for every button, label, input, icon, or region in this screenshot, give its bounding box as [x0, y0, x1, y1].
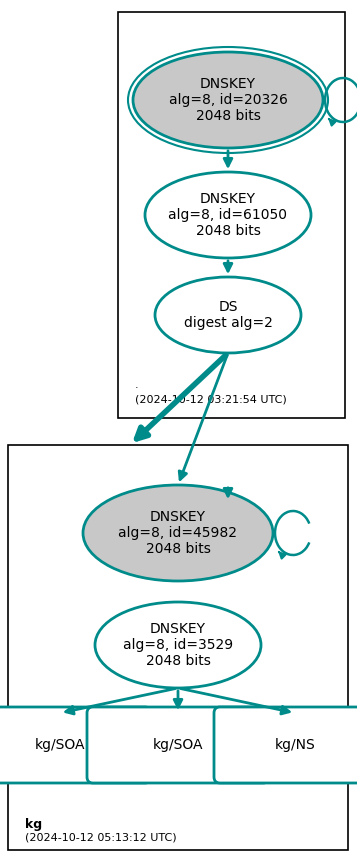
- Text: kg: kg: [25, 818, 42, 831]
- Ellipse shape: [155, 277, 301, 353]
- Text: (2024-10-12 05:13:12 UTC): (2024-10-12 05:13:12 UTC): [25, 833, 177, 843]
- Text: kg/NS: kg/NS: [275, 738, 315, 752]
- FancyBboxPatch shape: [0, 707, 151, 783]
- Text: DS
digest alg=2: DS digest alg=2: [183, 300, 272, 330]
- FancyBboxPatch shape: [8, 445, 348, 850]
- Ellipse shape: [133, 52, 323, 148]
- Text: .: .: [135, 380, 139, 390]
- Text: DNSKEY
alg=8, id=61050
2048 bits: DNSKEY alg=8, id=61050 2048 bits: [169, 192, 287, 238]
- Text: DNSKEY
alg=8, id=20326
2048 bits: DNSKEY alg=8, id=20326 2048 bits: [169, 77, 287, 123]
- Ellipse shape: [145, 172, 311, 258]
- FancyBboxPatch shape: [118, 12, 345, 418]
- Text: kg/SOA: kg/SOA: [35, 738, 85, 752]
- FancyBboxPatch shape: [214, 707, 357, 783]
- Ellipse shape: [83, 485, 273, 581]
- Text: DNSKEY
alg=8, id=3529
2048 bits: DNSKEY alg=8, id=3529 2048 bits: [123, 622, 233, 668]
- Text: kg/SOA: kg/SOA: [153, 738, 203, 752]
- Text: (2024-10-12 03:21:54 UTC): (2024-10-12 03:21:54 UTC): [135, 395, 287, 405]
- FancyBboxPatch shape: [87, 707, 269, 783]
- Text: DNSKEY
alg=8, id=45982
2048 bits: DNSKEY alg=8, id=45982 2048 bits: [119, 509, 237, 556]
- Ellipse shape: [95, 602, 261, 688]
